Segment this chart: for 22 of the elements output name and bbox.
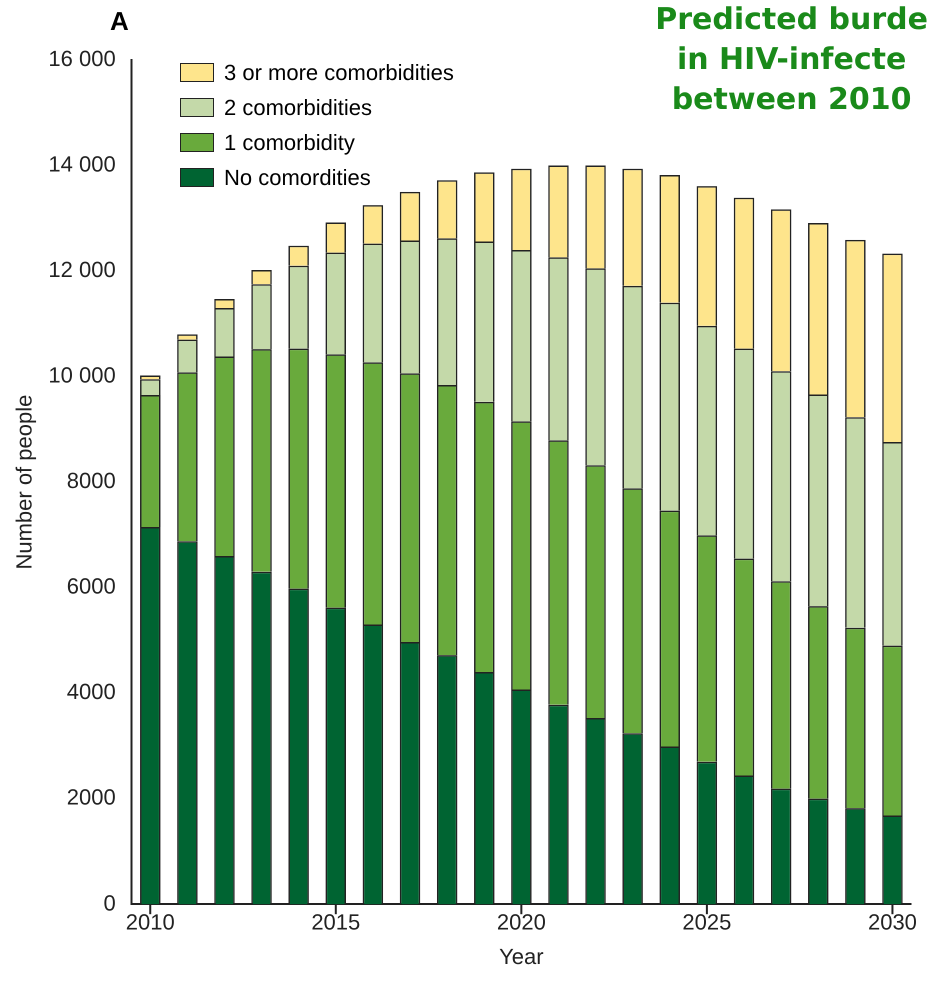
x-tick-label: 2030	[868, 909, 917, 934]
y-tick-label: 2000	[66, 784, 116, 810]
y-tick-label: 8000	[66, 468, 116, 494]
legend-label: 1 comorbidity	[224, 129, 355, 157]
x-tick-label: 2020	[496, 909, 546, 934]
y-tick-label: 10 000	[48, 362, 116, 388]
legend-label: 3 or more comorbidities	[224, 59, 454, 87]
x-tick-label: 2015	[311, 909, 360, 934]
legend-label: 2 comorbidities	[224, 94, 372, 122]
y-tick-label: 4000	[66, 679, 116, 704]
y-tick-label: 12 000	[48, 257, 116, 282]
y-tick-label: 0	[103, 890, 116, 916]
y-tick-label: 14 000	[48, 152, 116, 177]
y-tick-label: 6000	[66, 574, 116, 599]
y-axis-title: Number of people	[11, 394, 36, 570]
chart-title: Predicted burde in HIV-infecte between 2010	[655, 1, 928, 119]
x-tick-label: 2025	[682, 909, 732, 934]
y-tick-label: 16 000	[48, 46, 116, 72]
legend-label: No comordities	[224, 164, 371, 192]
x-axis-title: Year	[499, 944, 544, 969]
text: A	[110, 6, 129, 37]
x-tick-label: 2010	[126, 909, 175, 934]
